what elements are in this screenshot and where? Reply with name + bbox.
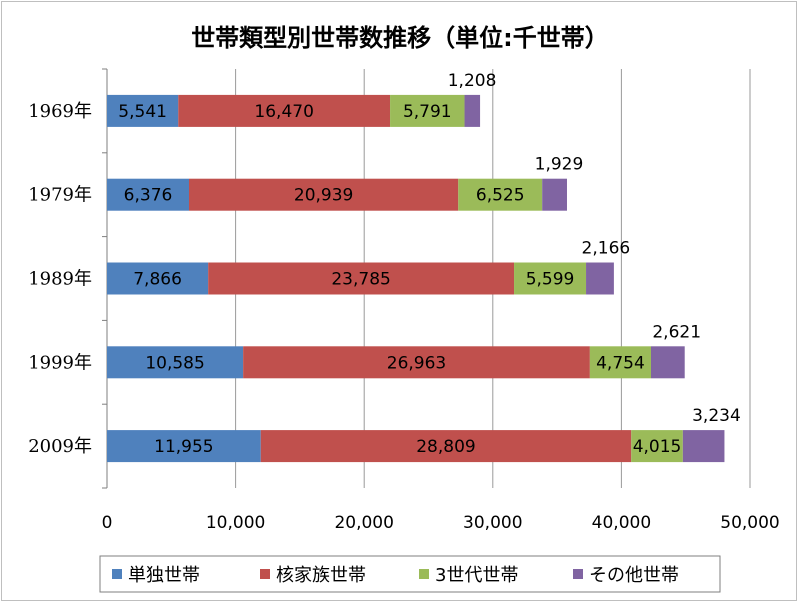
bar-segment — [390, 94, 465, 127]
legend-swatch — [419, 569, 429, 579]
category-label: 1969年 — [28, 101, 92, 122]
data-labels: 5,541 16,470 5,791 1,208 6,376 20,939 6,525 1,9… — [118, 71, 740, 457]
category-label: 2009年 — [28, 436, 92, 457]
legend-swatch — [573, 569, 583, 579]
chart-title: 世帯類型別世帯数推移（単位:千世帯） — [191, 24, 609, 52]
legend: 単独世帯 核家族世帯 3世代世帯 その他世帯 — [99, 555, 721, 593]
data-label: 23,785 — [331, 270, 390, 290]
axes: 0 10,000 20,000 30,000 40,000 50,000 1969年 1979… — [28, 68, 780, 533]
bar-segment — [586, 262, 614, 295]
x-tick-label: 50,000 — [720, 513, 779, 533]
legend-label: その他世帯 — [589, 565, 679, 586]
legend-swatch — [260, 569, 270, 579]
x-tick-label: 40,000 — [592, 513, 651, 533]
data-label: 6,525 — [476, 186, 525, 206]
data-label: 26,963 — [387, 353, 446, 373]
bar-segment — [107, 94, 179, 127]
bars — [107, 94, 725, 463]
x-tick-label: 10,000 — [206, 513, 265, 533]
data-label: 20,939 — [294, 186, 353, 206]
bar-segment — [243, 346, 590, 379]
bar-segment — [458, 178, 543, 211]
x-tick-label: 0 — [102, 513, 113, 533]
bar-segment — [178, 94, 391, 127]
data-label: 1,208 — [448, 71, 497, 91]
bar-segment — [107, 262, 209, 295]
bar-segment — [514, 262, 587, 295]
category-label: 1989年 — [28, 269, 92, 290]
x-tick-label: 30,000 — [463, 513, 522, 533]
data-label: 2,166 — [582, 239, 631, 259]
legend-label: 単独世帯 — [128, 565, 200, 586]
data-label: 10,585 — [145, 353, 204, 373]
bar-segment — [107, 178, 189, 211]
bar-segment — [260, 430, 632, 463]
data-label: 5,599 — [526, 270, 575, 290]
bar-segment — [464, 94, 481, 127]
data-label: 28,809 — [416, 437, 475, 457]
data-label: 2,621 — [652, 322, 701, 342]
data-label: 16,470 — [254, 102, 313, 122]
data-label: 7,866 — [133, 270, 182, 290]
x-tick-label: 20,000 — [334, 513, 393, 533]
data-label: 4,754 — [596, 353, 645, 373]
legend-label: 核家族世帯 — [276, 565, 366, 586]
data-label: 1,929 — [535, 155, 584, 175]
bar-segment — [107, 430, 261, 463]
bar-segment — [651, 346, 685, 379]
data-label: 4,015 — [633, 437, 682, 457]
category-label: 1979年 — [28, 185, 92, 206]
data-label: 11,955 — [154, 437, 213, 457]
bar-segment — [542, 178, 567, 211]
bar-segment — [208, 262, 515, 295]
bar-segment — [188, 178, 459, 211]
data-label: 6,376 — [124, 186, 173, 206]
category-label: 1999年 — [28, 352, 92, 373]
legend-label: 3世代世帯 — [435, 565, 518, 586]
bar-segment — [631, 430, 683, 463]
bar-segment — [589, 346, 652, 379]
bar-segment — [682, 430, 725, 463]
data-label: 3,234 — [692, 406, 741, 426]
legend-swatch — [112, 569, 122, 579]
data-label: 5,541 — [118, 102, 167, 122]
bar-segment — [107, 346, 244, 379]
legend-box — [99, 555, 721, 593]
data-label: 5,791 — [403, 102, 452, 122]
